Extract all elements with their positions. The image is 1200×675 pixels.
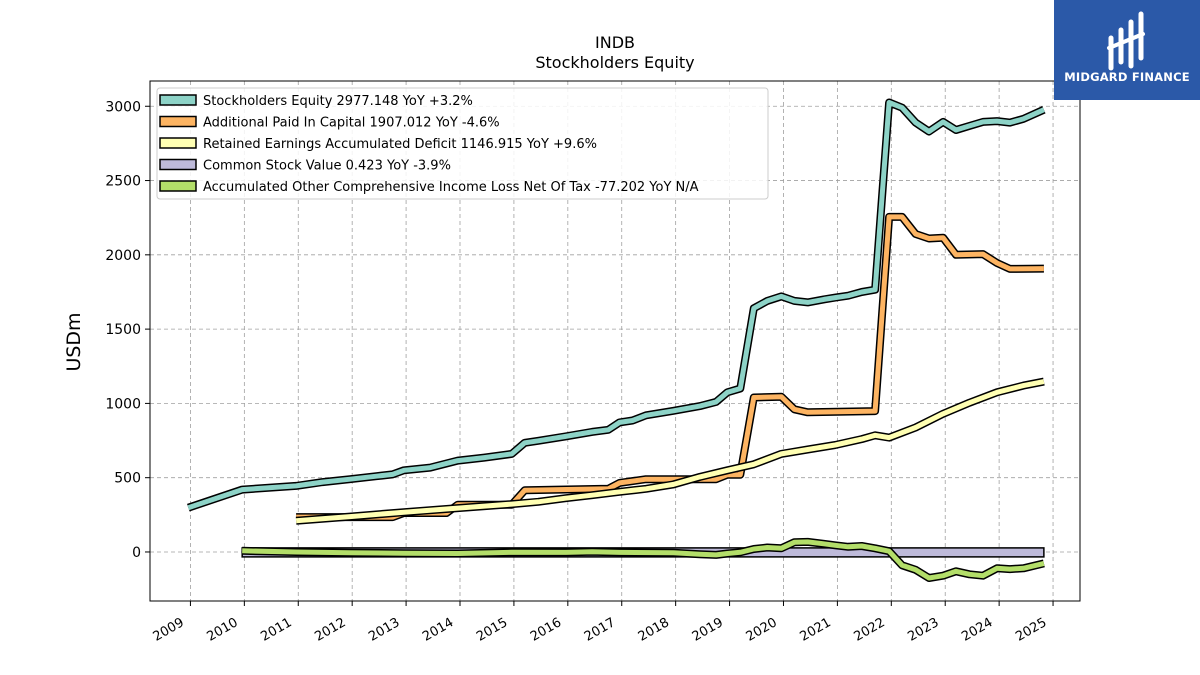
y-tick-label: 3000 (105, 99, 141, 115)
brand-logo: MIDGARD FINANCE (1054, 0, 1200, 100)
legend-entry: Additional Paid In Capital 1907.012 YoY … (203, 116, 500, 131)
chart-subtitle: Stockholders Equity (535, 53, 694, 72)
x-tick-label: 2013 (366, 615, 402, 645)
series-layer (187, 98, 1046, 582)
x-tick-label: 2015 (474, 615, 510, 645)
x-tick-label: 2022 (851, 615, 887, 645)
legend-swatch (159, 158, 197, 171)
y-tick-label: 2000 (105, 248, 141, 264)
x-tick-label: 2023 (905, 615, 941, 645)
x-tick-label: 2009 (151, 615, 187, 645)
chart-title: INDB (595, 33, 635, 52)
legend-entry: Common Stock Value 0.423 YoY -3.9% (203, 159, 451, 174)
x-tick-label: 2017 (582, 615, 618, 645)
brand-background (1054, 0, 1200, 100)
x-tick-label: 2011 (258, 615, 294, 645)
series-outline (295, 377, 1045, 525)
legend-box (156, 87, 769, 200)
x-tick-label: 2016 (528, 615, 564, 645)
series-line (242, 539, 1045, 581)
legend-entry: Retained Earnings Accumulated Deficit 11… (203, 137, 597, 152)
legend-entry: Accumulated Other Comprehensive Income L… (203, 180, 699, 195)
x-tick-label: 2018 (636, 615, 672, 645)
x-tick-label: 2024 (959, 615, 995, 645)
legend-swatch (159, 180, 197, 192)
series-retained-earnings-accumulated-deficit (295, 377, 1045, 525)
series-line (295, 379, 1045, 524)
y-tick-label: 0 (132, 545, 141, 561)
legend-entry: Stockholders Equity 2977.148 YoY +3.2% (203, 94, 473, 109)
y-tick-label: 2500 (105, 174, 141, 190)
x-tick-label: 2021 (798, 615, 834, 645)
midgard-logo-icon (1107, 11, 1145, 71)
y-tick-label: 1500 (105, 322, 141, 338)
x-tick-label: 2014 (420, 615, 456, 645)
x-tick-label: 2025 (1013, 615, 1049, 645)
x-tick-label: 2020 (744, 615, 780, 645)
y-tick-label: 1000 (105, 396, 141, 412)
x-tick-label: 2019 (690, 615, 726, 645)
y-tick-label: 500 (114, 471, 141, 487)
series-stockholders-equity (187, 98, 1046, 512)
y-axis-label: USDm (63, 312, 85, 371)
x-tick-label: 2010 (205, 615, 241, 645)
legend-swatch (159, 94, 197, 106)
x-tick-label: 2012 (312, 615, 348, 645)
legend: Stockholders Equity 2977.148 YoY +3.2% Ad… (156, 87, 769, 200)
brand-name: MIDGARD FINANCE (1064, 70, 1190, 84)
plot-frame (149, 80, 1081, 602)
legend-swatch (159, 137, 197, 149)
legend-swatch (159, 115, 197, 128)
series-accumulated-other-comprehensive-income-loss-net-of-tax (242, 537, 1045, 582)
series-line (187, 100, 1045, 511)
